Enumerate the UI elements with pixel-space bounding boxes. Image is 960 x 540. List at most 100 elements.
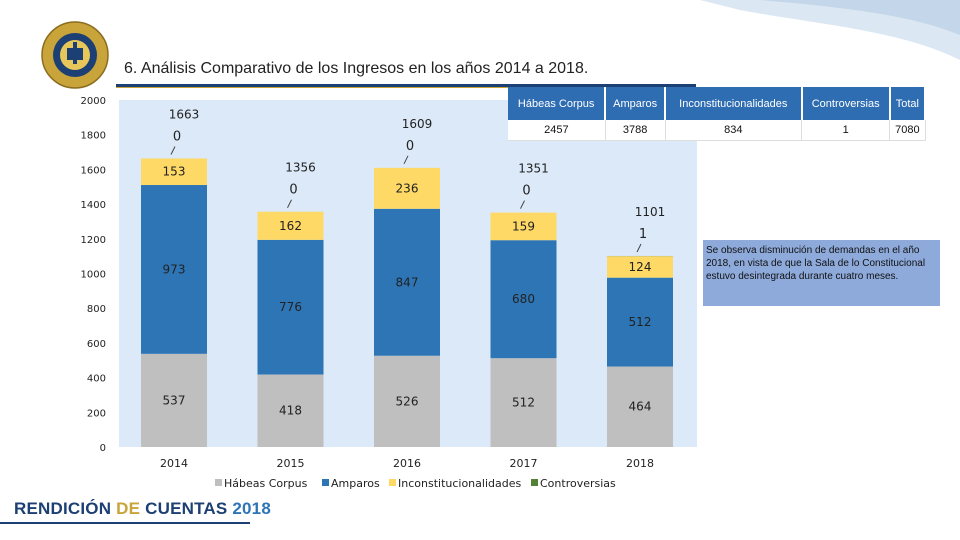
bar-segment [490,212,557,241]
leader-line [520,200,525,209]
bar-segment [257,374,324,447]
bars [141,158,673,447]
header-wave-decoration [700,0,960,60]
data-labels: 5379731530166341877616201356526847236016… [163,107,666,417]
y-tick-label: 2000 [81,96,106,107]
y-tick-label: 800 [87,304,106,315]
y-tick-label: 1400 [81,200,106,211]
bar-segment [490,358,557,447]
table-header-cell: Controversias [801,87,891,120]
data-label: 162 [279,219,302,233]
bar-segment [257,211,324,240]
data-label: 512 [512,396,535,410]
observation-note: Se observa disminución de demandas en el… [703,240,940,306]
bar-segment [257,239,324,375]
data-label: 124 [629,260,652,274]
table-cell: 2457 [508,120,606,141]
table-header-cell: Total [889,87,927,120]
y-tick-label: 1600 [81,165,106,176]
leader-line [403,155,409,165]
data-label: 1 [639,227,647,242]
data-label: 512 [629,315,652,329]
x-tick-label: 2016 [393,457,421,470]
y-tick-label: 0 [100,443,106,454]
table-cell: 7080 [889,120,926,141]
y-tick-label: 1200 [81,235,106,246]
x-tick-label: 2015 [277,457,305,470]
x-tick-label: 2014 [160,457,188,470]
data-label: 0 [406,139,414,154]
leader-line [287,199,292,208]
data-label: 776 [279,300,302,314]
y-tick-label: 600 [87,339,106,350]
y-axis: 0 200 400 600 800 1000 1200 1400 1600 1800 2000 [81,96,106,454]
legend-swatch [389,479,396,486]
table-header-cell: Amparos [605,87,667,120]
bar-segment [374,355,440,447]
data-label: 526 [396,394,419,408]
legend-label: Inconstitucionalidades [398,477,521,490]
table-header-cell: Hábeas Corpus [508,87,607,120]
bar-segment [607,277,673,367]
leader-line [636,243,642,253]
bar-segment [374,208,440,356]
x-tick-label: 2018 [626,457,654,470]
table-header-row: Hábeas Corpus Amparos Inconstitucionalid… [508,87,927,120]
total-label: 1609 [402,117,433,131]
x-axis: 2014 2015 2016 2017 2018 [160,457,654,470]
bar-segment [374,167,440,209]
y-tick-label: 1800 [81,131,106,142]
data-label: 0 [522,184,530,199]
data-label: 680 [512,292,535,306]
title-underline [116,84,696,87]
legend-label: Hábeas Corpus [224,477,308,490]
total-label: 1356 [285,161,316,175]
total-label: 1663 [169,107,200,121]
bar-segment [607,366,673,447]
table-cell: 834 [665,120,803,141]
bar-segment [490,240,557,359]
y-tick-label: 1000 [81,270,106,281]
data-label: 0 [289,183,297,198]
footer-year: 2018 [232,499,271,518]
legend-label: Controversias [540,477,616,490]
legend-swatch [215,479,222,486]
court-seal-logo [41,21,109,89]
bar-segment [607,256,673,278]
data-label: 153 [163,165,186,179]
table-cell: 3788 [605,120,666,141]
bar-segment [141,353,207,447]
table-cell: 1 [801,120,891,141]
y-tick-label: 200 [87,408,106,419]
data-label: 236 [396,181,419,195]
legend-swatch [531,479,538,486]
legend-label: Amparos [331,477,380,490]
data-label: 418 [279,404,302,418]
data-label: 537 [163,393,186,407]
total-label: 1101 [635,205,666,219]
footer-brand: RENDICIÓN DE CUENTAS 2018 [14,499,271,519]
data-label: 973 [163,262,186,276]
table-header-cell: Inconstitucionalidades [665,87,803,120]
title-underline-accent [116,87,696,88]
bar-segment [141,158,207,186]
leader-line [170,146,176,155]
summary-table: Hábeas Corpus Amparos Inconstitucionalid… [508,87,927,141]
footer-word: RENDICIÓN [14,499,112,518]
footer-word: DE [116,499,141,518]
legend-swatch [322,479,329,486]
data-label: 0 [173,129,181,144]
x-tick-label: 2017 [510,457,538,470]
data-label: 464 [629,400,652,414]
data-label: 847 [396,275,419,289]
total-label: 1351 [518,162,549,176]
data-label: 159 [512,219,535,233]
page-title: 6. Análisis Comparativo de los Ingresos … [124,60,589,77]
footer-underline [0,522,250,524]
y-tick-label: 400 [87,374,106,385]
bar-segment [141,185,207,354]
table-row: 2457 3788 834 1 7080 [508,120,926,141]
legend: Hábeas Corpus Amparos Inconstitucionalidad… [215,477,616,490]
